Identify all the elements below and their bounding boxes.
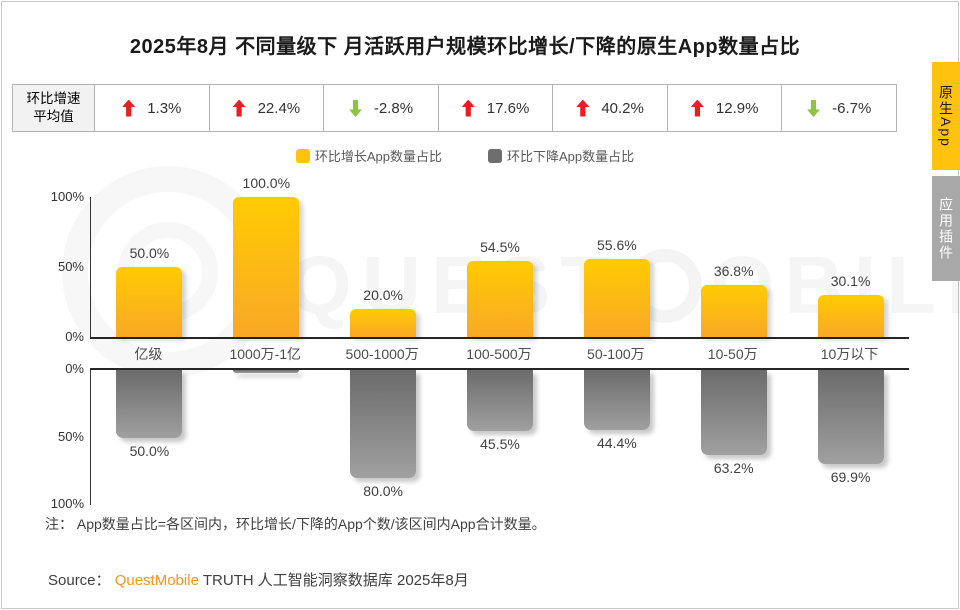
x-axis-category: 50-100万 bbox=[587, 346, 645, 362]
page-title: 2025年8月 不同量级下 月活跃用户规模环比增长/下降的原生App数量占比 bbox=[129, 36, 801, 58]
up-arrow-icon bbox=[232, 99, 246, 117]
avg-growth-table: 环比增速 平均值 1.3% 22.4% -2.8% 17.6% 40.2% 12.9% -6… bbox=[12, 84, 897, 132]
bar-value-label: 50.0% bbox=[129, 245, 170, 261]
legend-label: 环比增长App数量占比 bbox=[314, 149, 442, 164]
avg-growth-cell: 12.9% bbox=[668, 85, 783, 131]
growth-bar bbox=[583, 259, 650, 337]
growth-bar bbox=[467, 260, 533, 337]
up-arrow-icon bbox=[461, 99, 475, 117]
avg-growth-cell: 17.6% bbox=[439, 85, 554, 131]
avg-growth-value: 12.9% bbox=[715, 99, 759, 117]
up-arrow-icon bbox=[576, 99, 590, 117]
avg-growth-value: -6.7% bbox=[832, 99, 872, 117]
decline-bar bbox=[116, 370, 183, 438]
avg-growth-cell: -2.8% bbox=[324, 85, 439, 131]
y-axis-tick: 100% bbox=[50, 189, 84, 204]
decline-bar bbox=[350, 370, 417, 478]
down-arrow-icon bbox=[807, 100, 820, 117]
growth-bar bbox=[116, 267, 183, 337]
footnote: 注： App数量占比=各区间内，环比增长/下降的App个数/该区间内App合计数… bbox=[45, 516, 546, 532]
x-axis-category: 1000万-1亿 bbox=[229, 346, 302, 362]
avg-growth-value: -2.8% bbox=[373, 99, 414, 117]
avg-growth-value: 17.6% bbox=[486, 99, 530, 117]
watermark-text-left: QUEST bbox=[288, 239, 620, 333]
growth-bar bbox=[817, 294, 884, 337]
y-axis-tick: 0% bbox=[65, 329, 84, 344]
avg-growth-cell: 40.2% bbox=[553, 85, 668, 131]
legend-item: 环比下降App数量占比 bbox=[488, 146, 634, 165]
up-arrow-icon bbox=[122, 99, 136, 117]
tab-app-plugin[interactable]: 应用插件 bbox=[932, 176, 960, 281]
avg-growth-cell: 1.3% bbox=[95, 85, 210, 131]
legend-swatch bbox=[488, 148, 502, 163]
bar-value-label: 69.9% bbox=[830, 469, 871, 486]
bar-value-label: 55.6% bbox=[596, 237, 637, 254]
avg-growth-cells: 1.3% 22.4% -2.8% 17.6% 40.2% 12.9% -6.7% bbox=[95, 85, 896, 131]
x-axis-category: 100-500万 bbox=[466, 346, 532, 362]
decline-bar bbox=[700, 370, 767, 456]
x-axis-category: 亿级 bbox=[134, 346, 163, 362]
chart-legend: 环比增长App数量占比 环比下降App数量占比 bbox=[0, 146, 930, 165]
x-axis-category: 10万以下 bbox=[820, 346, 879, 362]
avg-growth-header: 环比增速 平均值 bbox=[13, 85, 95, 131]
decline-bar bbox=[583, 370, 650, 430]
bar-value-label: 54.5% bbox=[480, 238, 520, 255]
bar-value-label: 80.0% bbox=[363, 483, 403, 499]
y-axis-tick: 50% bbox=[57, 428, 84, 444]
bar-value-label: 50.0% bbox=[129, 442, 170, 459]
avg-growth-cell: -6.7% bbox=[782, 85, 896, 131]
legend-swatch bbox=[295, 148, 310, 163]
source-brand: QuestMobile bbox=[114, 572, 199, 589]
decline-bar bbox=[233, 370, 300, 373]
avg-growth-value: 22.4% bbox=[257, 99, 301, 117]
bar-value-label: 30.1% bbox=[830, 272, 871, 289]
y-axis-tick: 100% bbox=[50, 496, 84, 511]
x-axis-category: 10-50万 bbox=[707, 346, 758, 362]
avg-growth-value: 1.3% bbox=[147, 99, 182, 117]
tab-native-app[interactable]: 原生App bbox=[932, 62, 960, 170]
decline-bar bbox=[467, 370, 533, 432]
bar-value-label: 44.4% bbox=[596, 434, 637, 451]
growth-chart-plot: 50.0% 100.0% 20.0% 54.5% 55.6% 36.8% 30.1% bbox=[90, 175, 909, 339]
y-axis-tick: 0% bbox=[65, 361, 84, 376]
up-arrow-icon bbox=[690, 99, 704, 117]
growth-bar bbox=[700, 285, 767, 337]
growth-bar bbox=[233, 197, 300, 337]
growth-bar bbox=[350, 309, 417, 337]
decline-bar bbox=[817, 370, 884, 465]
down-arrow-icon bbox=[349, 100, 362, 117]
legend-item: 环比增长App数量占比 bbox=[295, 146, 442, 165]
source-line: Source： QuestMobile TRUTH 人工智能洞察数据库 2025… bbox=[48, 569, 469, 590]
avg-growth-cell: 22.4% bbox=[210, 85, 325, 131]
bar-value-label: 45.5% bbox=[480, 436, 520, 453]
source-label: Source： bbox=[48, 572, 111, 589]
legend-label: 环比下降App数量占比 bbox=[507, 149, 635, 164]
decline-chart-plot: 50.0% 80.0% 45.5% 44.4% 63.2% 69.9% bbox=[90, 368, 909, 505]
x-axis-category: 500-1000万 bbox=[345, 346, 419, 362]
avg-growth-value: 40.2% bbox=[601, 99, 644, 117]
bar-value-label: 36.8% bbox=[713, 263, 754, 280]
y-axis-tick: 50% bbox=[57, 259, 84, 274]
bar-value-label: 100.0% bbox=[242, 175, 291, 191]
source-suffix: TRUTH 人工智能洞察数据库 2025年8月 bbox=[198, 572, 469, 589]
bar-value-label: 20.0% bbox=[363, 287, 403, 303]
bar-value-label: 63.2% bbox=[713, 460, 754, 477]
